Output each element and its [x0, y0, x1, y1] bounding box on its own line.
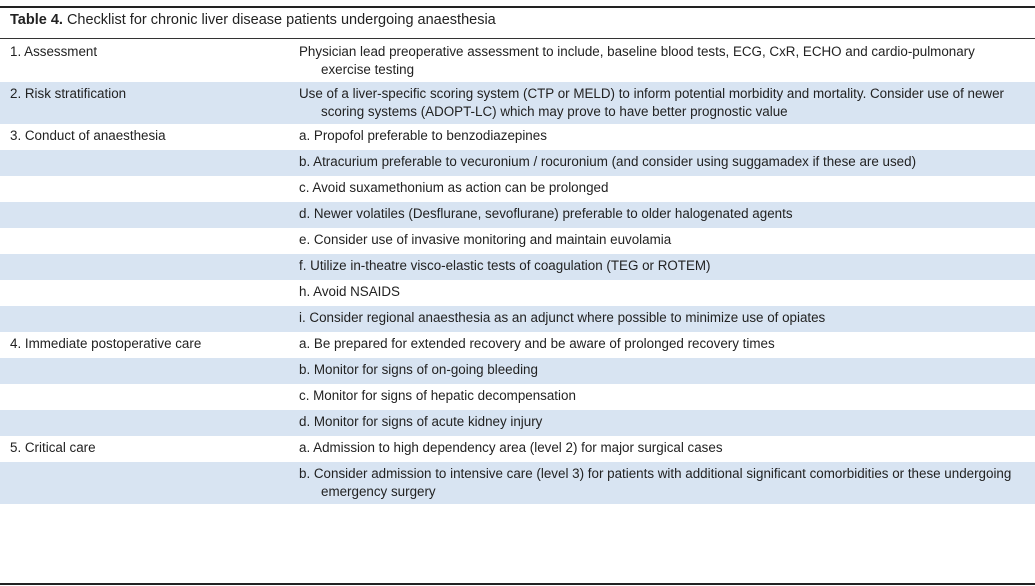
table-row: b. Atracurium preferable to vecuronium /…	[0, 150, 1035, 176]
category-cell	[0, 280, 299, 306]
caption-rule	[0, 38, 1035, 39]
table-row: 4. Immediate postoperative care a. Be pr…	[0, 332, 1035, 358]
category-cell	[0, 462, 299, 504]
table-row: 2. Risk stratification Use of a liver-sp…	[0, 82, 1035, 124]
item-cell: b. Consider admission to intensive care …	[299, 462, 1035, 504]
table-row: d. Newer volatiles (Desflurane, sevoflur…	[0, 202, 1035, 228]
category-cell: 5. Critical care	[10, 440, 96, 455]
item-cell: h. Avoid NSAIDS	[299, 284, 400, 299]
checklist-table: 1. Assessment Physician lead preoperativ…	[0, 40, 1035, 504]
item-cell: b. Atracurium preferable to vecuronium /…	[299, 150, 1035, 176]
bottom-rule	[0, 583, 1035, 585]
category-cell: 3. Conduct of anaesthesia	[10, 128, 166, 143]
table-row: 5. Critical care a. Admission to high de…	[0, 436, 1035, 462]
category-cell: 2. Risk stratification	[0, 82, 299, 124]
table-row: b. Consider admission to intensive care …	[0, 462, 1035, 504]
top-rule	[0, 6, 1035, 8]
item-cell: Use of a liver-specific scoring system (…	[299, 82, 1035, 124]
table-row: 1. Assessment Physician lead preoperativ…	[0, 40, 1035, 82]
item-cell: c. Monitor for signs of hepatic decompen…	[299, 388, 576, 403]
item-cell: f. Utilize in-theatre visco-elastic test…	[299, 254, 1035, 280]
item-cell: a. Admission to high dependency area (le…	[299, 440, 723, 455]
table-row: d. Monitor for signs of acute kidney inj…	[0, 410, 1035, 436]
table-caption-label: Table 4.	[10, 12, 63, 28]
table-row: c. Monitor for signs of hepatic decompen…	[0, 384, 1035, 410]
category-cell: 1. Assessment	[10, 44, 98, 59]
category-cell	[0, 410, 299, 436]
category-cell	[0, 384, 299, 410]
category-cell	[0, 150, 299, 176]
item-cell: Physician lead preoperative assessment t…	[299, 44, 975, 77]
item-cell: d. Newer volatiles (Desflurane, sevoflur…	[299, 202, 1035, 228]
category-cell	[0, 306, 299, 332]
table-row: h. Avoid NSAIDS	[0, 280, 1035, 306]
category-cell	[0, 358, 299, 384]
table-caption-text: Checklist for chronic liver disease pati…	[66, 12, 496, 28]
item-cell: d. Monitor for signs of acute kidney inj…	[299, 410, 1035, 436]
table-row: c. Avoid suxamethonium as action can be …	[0, 176, 1035, 202]
category-cell	[0, 176, 299, 202]
item-cell: a. Be prepared for extended recovery and…	[299, 336, 775, 351]
category-cell: 4. Immediate postoperative care	[10, 336, 202, 351]
category-cell	[0, 254, 299, 280]
category-cell	[0, 202, 299, 228]
table-row: f. Utilize in-theatre visco-elastic test…	[0, 254, 1035, 280]
item-cell: e. Consider use of invasive monitoring a…	[299, 232, 672, 247]
item-cell: i. Consider regional anaesthesia as an a…	[299, 306, 1035, 332]
table-row: i. Consider regional anaesthesia as an a…	[0, 306, 1035, 332]
table-row: 3. Conduct of anaesthesia a. Propofol pr…	[0, 124, 1035, 150]
table-caption: Table 4. Checklist for chronic liver dis…	[10, 10, 496, 30]
table-row: b. Monitor for signs of on-going bleedin…	[0, 358, 1035, 384]
item-cell: a. Propofol preferable to benzodiazepine…	[299, 128, 547, 143]
category-cell	[0, 228, 299, 254]
item-cell: b. Monitor for signs of on-going bleedin…	[299, 358, 1035, 384]
item-cell: c. Avoid suxamethonium as action can be …	[299, 180, 609, 195]
table-row: e. Consider use of invasive monitoring a…	[0, 228, 1035, 254]
